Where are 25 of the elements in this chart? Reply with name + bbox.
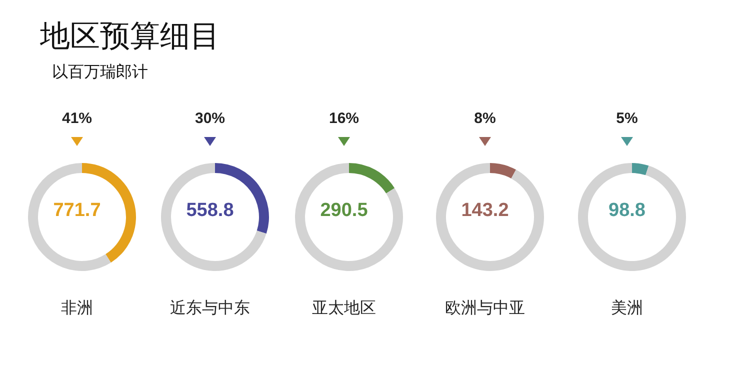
text: 558.8 bbox=[185, 200, 235, 222]
donut-slice bbox=[349, 163, 395, 194]
donut-slice bbox=[28, 163, 111, 271]
text: 290.5 bbox=[319, 200, 369, 222]
text: 亚太地区 bbox=[311, 298, 377, 319]
chart-subtitle: 以百万瑞郎计 bbox=[52, 62, 148, 83]
text: 美洲 bbox=[610, 298, 644, 319]
donut-slice bbox=[578, 163, 686, 271]
text: 欧洲与中亚 bbox=[444, 298, 526, 319]
text: 771.7 bbox=[52, 200, 102, 222]
chart-title: 地区预算细目 bbox=[40, 18, 220, 56]
data-label: 30% bbox=[194, 110, 226, 127]
data-label: 41% bbox=[60, 110, 94, 127]
text: 近东与中东 bbox=[169, 298, 251, 319]
donut-slice bbox=[632, 163, 649, 176]
data-label: 8% bbox=[473, 110, 497, 127]
text: 98.8 bbox=[608, 200, 646, 222]
text: 143.2 bbox=[460, 200, 510, 222]
donut-slice bbox=[295, 163, 403, 271]
donut-slice bbox=[161, 163, 266, 271]
donut-slice bbox=[490, 163, 516, 178]
text: 非洲 bbox=[60, 298, 94, 319]
data-label: 16% bbox=[328, 110, 360, 127]
data-label: 5% bbox=[615, 110, 639, 127]
donut-slice bbox=[436, 163, 544, 271]
